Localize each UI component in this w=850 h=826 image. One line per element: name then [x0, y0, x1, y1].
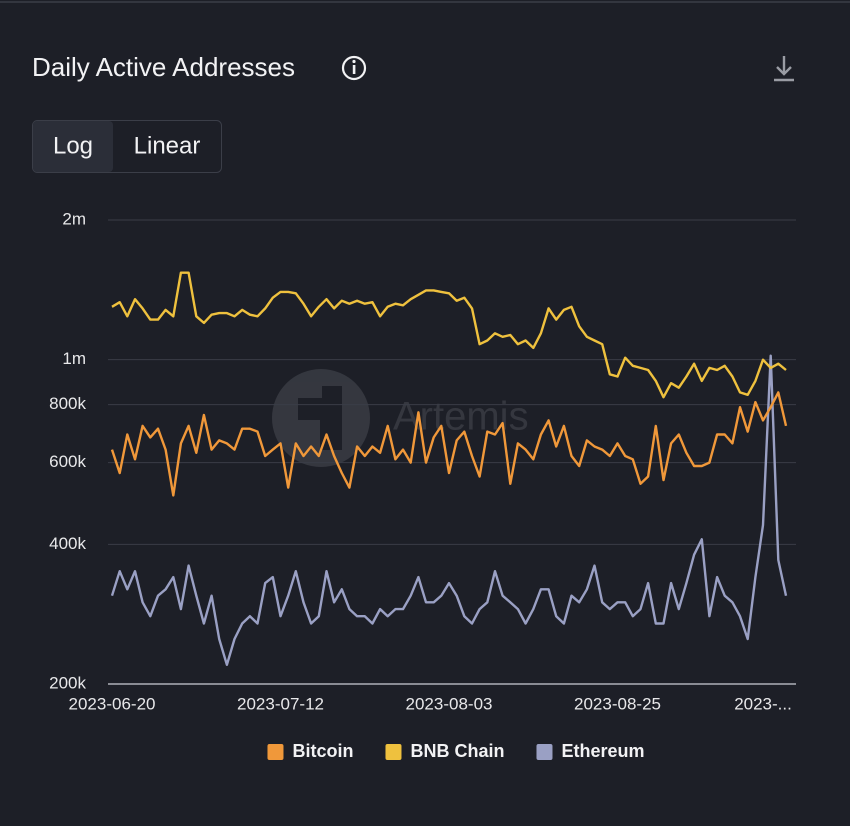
legend-label: BNB Chain: [410, 741, 504, 761]
toggle-selected: [33, 121, 113, 172]
legend: Bitcoin BNB Chain Ethereum: [267, 741, 645, 761]
legend-label: Ethereum: [561, 741, 644, 761]
legend-swatch: [385, 744, 402, 760]
y-tick-label: 1m: [62, 349, 86, 368]
plot: 200k 400k 600k 800k 1m 2m 2023-06-20 2023-07-12…: [49, 209, 796, 761]
download-icon[interactable]: [774, 56, 794, 82]
y-tick-label: 200k: [49, 673, 86, 692]
x-tick-label: 2023-06-20: [69, 694, 156, 713]
legend-swatch: [267, 744, 284, 760]
series-line: [110, 391, 788, 497]
log-button[interactable]: Log: [53, 132, 93, 159]
series-line: [111, 271, 787, 399]
scale-toggle: Log Linear: [32, 120, 222, 173]
legend-item[interactable]: Ethereum: [536, 741, 645, 761]
linear-button[interactable]: Linear: [134, 132, 201, 159]
chart-title: Daily Active Addresses: [32, 52, 295, 82]
y-tick-label: 600k: [49, 452, 86, 471]
x-tick-label: 2023-...: [734, 694, 792, 713]
x-tick-label: 2023-08-25: [574, 694, 661, 713]
legend-item[interactable]: Bitcoin: [267, 741, 353, 761]
x-tick-label: 2023-08-03: [406, 694, 493, 713]
watermark-text: Artemis: [393, 395, 529, 439]
legend-label: Bitcoin: [292, 741, 353, 761]
y-tick-label: 2m: [62, 209, 86, 228]
legend-swatch: [536, 744, 553, 760]
info-icon[interactable]: [341, 55, 367, 81]
x-tick-label: 2023-07-12: [237, 694, 324, 713]
y-tick-label: 800k: [49, 394, 86, 413]
y-tick-label: 400k: [49, 534, 86, 553]
legend-item[interactable]: BNB Chain: [385, 741, 504, 761]
series-line: [110, 354, 788, 666]
